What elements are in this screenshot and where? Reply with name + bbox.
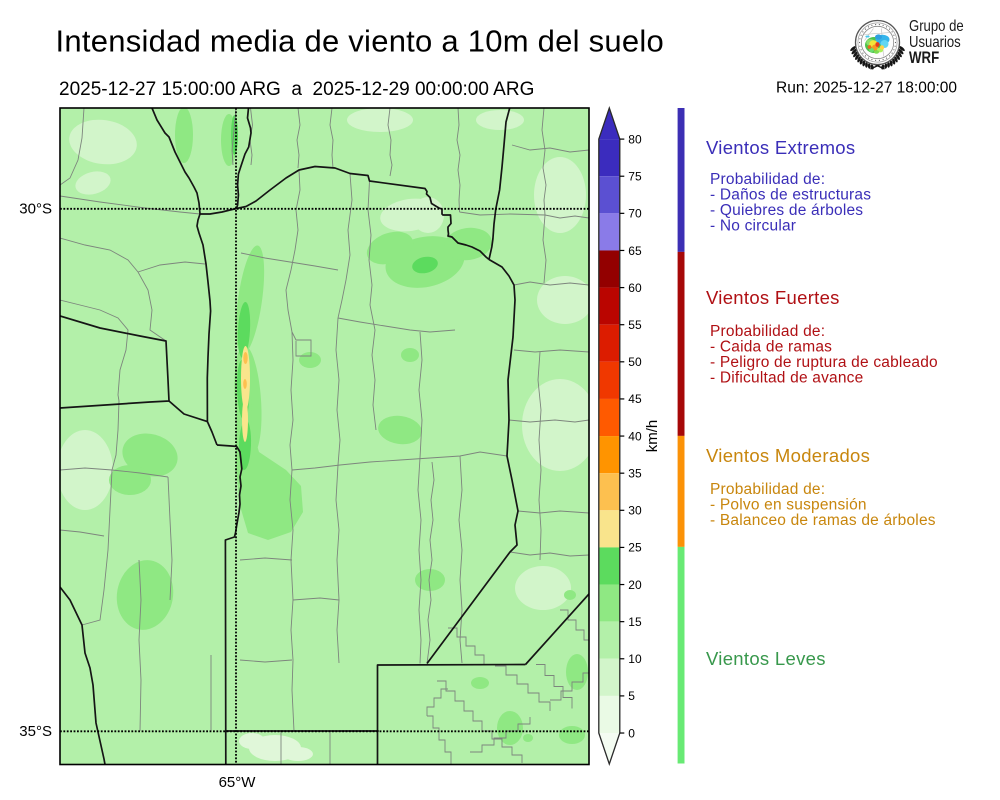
svg-text:- Dificultad de avance: - Dificultad de avance <box>710 370 863 387</box>
svg-text:Vientos Extremos: Vientos Extremos <box>706 137 855 158</box>
svg-text:Vientos Moderados: Vientos Moderados <box>706 445 870 466</box>
svg-text:35: 35 <box>628 466 642 480</box>
svg-text:- Daños de estructuras: - Daños de estructuras <box>710 187 871 204</box>
svg-text:50: 50 <box>628 355 642 369</box>
svg-text:5: 5 <box>628 689 635 703</box>
svg-text:- Quiebres de árboles: - Quiebres de árboles <box>710 202 863 219</box>
svg-text:- Balanceo de ramas de árboles: - Balanceo de ramas de árboles <box>710 512 936 529</box>
svg-text:60: 60 <box>628 281 642 295</box>
svg-text:- No circular: - No circular <box>710 218 796 235</box>
svg-text:30: 30 <box>628 504 642 518</box>
svg-text:15: 15 <box>628 615 642 629</box>
svg-text:80: 80 <box>628 132 642 146</box>
svg-text:65: 65 <box>628 244 642 258</box>
svg-text:2025-12-27 15:00:00 ARG a 20: 2025-12-27 15:00:00 ARG a 2025-12-29 00:… <box>59 79 534 100</box>
svg-text:WRF: WRF <box>909 49 939 68</box>
svg-text:25: 25 <box>628 541 642 555</box>
svg-text:70: 70 <box>628 207 642 221</box>
svg-text:30°S: 30°S <box>19 201 52 218</box>
svg-text:40: 40 <box>628 429 642 443</box>
svg-text:35°S: 35°S <box>19 723 52 740</box>
svg-text:- Caida de ramas: - Caida de ramas <box>710 339 832 356</box>
svg-text:45: 45 <box>628 392 642 406</box>
svg-text:Run: 2025-12-27 18:00:00: Run: 2025-12-27 18:00:00 <box>776 80 957 97</box>
svg-text:- Peligro de ruptura de cablea: - Peligro de ruptura de cableado <box>710 354 938 371</box>
svg-text:20: 20 <box>628 578 642 592</box>
svg-text:km/h: km/h <box>644 420 661 453</box>
svg-text:0: 0 <box>628 726 635 740</box>
svg-text:Probabilidad de:: Probabilidad de: <box>710 171 825 188</box>
svg-text:Intensidad media de viento a 1: Intensidad media de viento a 10m del sue… <box>56 24 665 59</box>
svg-text:65°W: 65°W <box>219 774 257 791</box>
svg-text:Grupo de: Grupo de <box>909 18 964 35</box>
svg-text:Vientos Fuertes: Vientos Fuertes <box>706 287 840 308</box>
svg-text:Probabilidad de:: Probabilidad de: <box>710 481 825 498</box>
svg-text:Usuarios: Usuarios <box>909 34 961 51</box>
svg-text:Vientos Leves: Vientos Leves <box>706 648 826 669</box>
svg-text:55: 55 <box>628 318 642 332</box>
svg-text:10: 10 <box>628 652 642 666</box>
svg-text:- Polvo en suspensión: - Polvo en suspensión <box>710 497 867 514</box>
svg-text:75: 75 <box>628 170 642 184</box>
svg-text:Probabilidad de:: Probabilidad de: <box>710 323 825 340</box>
